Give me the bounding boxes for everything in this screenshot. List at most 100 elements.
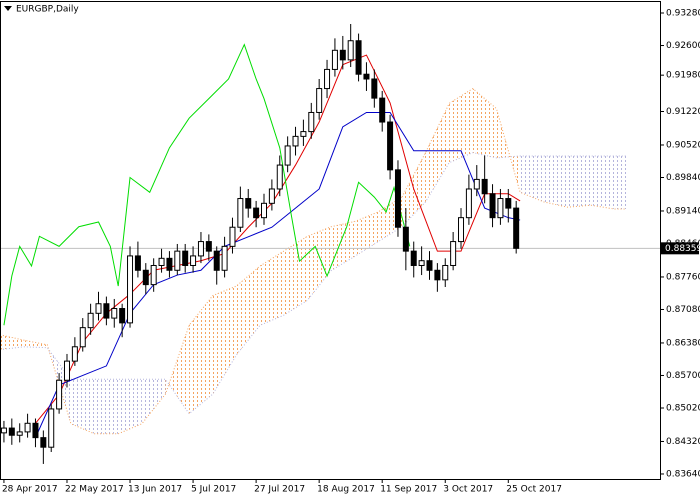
- candle-body: [71, 346, 78, 362]
- candle-body: [221, 245, 228, 271]
- x-tick-label: 11 Sep 2017: [380, 485, 437, 495]
- x-tick-label: 28 Apr 2017: [2, 485, 58, 495]
- candle-body: [458, 217, 465, 243]
- candle-body: [111, 308, 118, 319]
- cloud-fill: [425, 103, 450, 202]
- candle-body: [158, 257, 165, 266]
- candle-body: [316, 88, 323, 113]
- candle-body: [513, 207, 520, 249]
- candle-body: [347, 40, 354, 61]
- cloud-fill: [520, 155, 544, 202]
- x-tick-label: 25 Oct 2017: [506, 485, 562, 495]
- y-tick-label: 0.87760: [666, 272, 700, 282]
- candle-body: [119, 308, 126, 324]
- y-tick-label: 0.91220: [666, 107, 700, 117]
- cloud-fill: [449, 88, 473, 163]
- y-tick-label: 0.83640: [666, 469, 700, 479]
- candle-body: [8, 427, 15, 436]
- symbol-icon: [4, 6, 12, 11]
- x-tick-label: 5 Jul 2017: [191, 485, 236, 495]
- candle-body: [497, 198, 504, 219]
- candle-body: [142, 269, 149, 286]
- candle-body: [300, 131, 307, 137]
- y-tick-label: 0.91980: [666, 71, 700, 81]
- candle-body: [150, 264, 157, 286]
- cloud-fill: [189, 295, 213, 414]
- cloud-fill: [212, 286, 237, 395]
- y-tick-label: 0.87080: [666, 305, 700, 315]
- x-tick-label: 27 Jul 2017: [254, 485, 305, 495]
- candle-body: [48, 408, 55, 448]
- candle-body: [261, 202, 267, 219]
- candle-body: [95, 303, 102, 314]
- candle-body: [205, 241, 212, 252]
- candle-body: [402, 226, 409, 252]
- cloud-span: [0, 152, 627, 415]
- cloud-fill: [70, 379, 95, 434]
- candle-body: [465, 188, 472, 219]
- candle-body: [371, 78, 378, 99]
- cloud-fill: [283, 236, 308, 316]
- candle-body: [442, 264, 449, 281]
- last-price-label: 0.88359: [665, 244, 700, 254]
- plot-border: [0, 1, 661, 480]
- candle-body: [213, 250, 220, 271]
- candle-body: [0, 427, 7, 434]
- y-tick-label: 0.92600: [666, 41, 700, 51]
- candle-body: [363, 73, 370, 80]
- cloud-fill: [141, 379, 166, 424]
- candle-body: [229, 226, 236, 247]
- candle-body: [284, 145, 291, 166]
- candle-body: [292, 135, 299, 147]
- y-tick-label: 0.85020: [666, 403, 700, 413]
- chart-title: EURGBP,Daily: [16, 5, 79, 15]
- candle-body: [331, 49, 338, 70]
- cloud-fill: [543, 155, 568, 208]
- cloud-fill: [307, 226, 331, 301]
- cloud-fill: [118, 379, 142, 434]
- y-tick-label: 0.89840: [666, 173, 700, 183]
- y-tick-label: 0.86380: [666, 338, 700, 348]
- candle-body: [103, 303, 110, 319]
- candle-body: [197, 241, 204, 257]
- cloud-fill: [23, 340, 48, 348]
- x-tick-label: 22 May 2017: [65, 485, 124, 495]
- indicator-line: [35, 111, 521, 438]
- cloud-fill: [591, 155, 615, 210]
- candle-body: [308, 111, 315, 133]
- candle-body: [324, 68, 331, 90]
- candle-body: [40, 437, 47, 448]
- candle-body: [505, 198, 512, 209]
- candle-body: [276, 164, 283, 190]
- candle-body: [237, 198, 244, 228]
- candle-body: [253, 207, 260, 219]
- cloud-fill: [94, 379, 119, 434]
- candle-body: [24, 422, 31, 433]
- indicator-line: [35, 54, 521, 424]
- candle-body: [79, 327, 86, 348]
- y-tick-label: 0.90520: [666, 140, 700, 150]
- candle-body: [489, 193, 496, 219]
- candle-body: [410, 250, 417, 266]
- candle-body: [63, 360, 70, 381]
- candle-body: [268, 188, 275, 204]
- candle-body: [32, 422, 39, 439]
- x-tick-label: 3 Oct 2017: [443, 485, 493, 495]
- candle-body: [434, 269, 441, 281]
- candle-body: [418, 260, 425, 266]
- candle-body: [134, 255, 141, 271]
- candle-body: [245, 198, 252, 209]
- cloud-fill: [567, 155, 592, 208]
- cloud-fill: [0, 334, 24, 350]
- cloud-fill: [260, 251, 284, 326]
- candle-body: [127, 255, 134, 324]
- y-tick-label: 0.85700: [666, 371, 700, 381]
- cloud-fill: [165, 325, 190, 414]
- candle-body: [426, 260, 433, 271]
- cloud-fill: [614, 155, 627, 210]
- candle-body: [182, 250, 189, 266]
- candle-body: [56, 379, 63, 410]
- candle-body: [379, 97, 386, 123]
- candle-body: [87, 312, 94, 329]
